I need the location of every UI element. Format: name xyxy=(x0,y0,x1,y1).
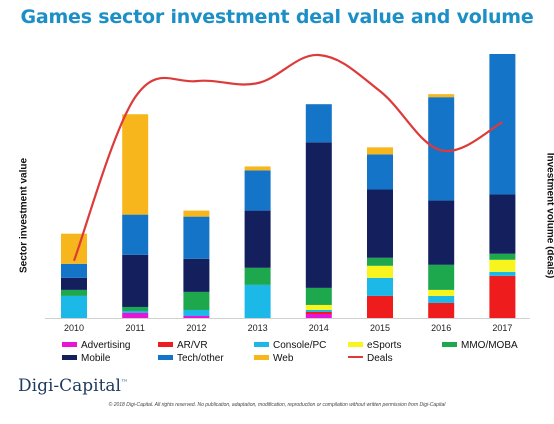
bar-console-pc-2012 xyxy=(183,309,210,316)
legend-swatch-ar-vr xyxy=(158,341,173,347)
bar-mobile-2014 xyxy=(305,142,332,288)
bar-tech-other-2017 xyxy=(489,54,516,195)
bar-tech-other-2014 xyxy=(305,104,332,143)
bar-mmo-moba-2013 xyxy=(244,267,271,285)
legend-swatch-advertising xyxy=(62,341,77,347)
x-tick-label-2016: 2016 xyxy=(431,323,451,333)
bar-mobile-2011 xyxy=(122,254,149,307)
logo-text: Digi-Capital xyxy=(18,376,121,396)
bar-ar-vr-2017 xyxy=(489,275,516,318)
legend-label-tech-other: Tech/other xyxy=(177,353,224,364)
bar-tech-other-2012 xyxy=(183,216,210,259)
bar-tech-other-2013 xyxy=(244,170,271,211)
bar-tech-other-2016 xyxy=(428,97,455,201)
deals-line xyxy=(72,53,503,262)
legend-swatch-console-pc xyxy=(254,341,269,347)
legend-item-mobile: Mobile xyxy=(62,353,110,365)
x-tick-label-2010: 2010 xyxy=(64,323,84,333)
legend-label-web: Web xyxy=(273,353,294,364)
bar-console-pc-2010 xyxy=(61,295,87,318)
bar-mmo-moba-2014 xyxy=(305,287,332,305)
legend-label-console-pc: Console/PC xyxy=(273,340,327,351)
bar-web-2016 xyxy=(428,94,455,98)
bar-web-2013 xyxy=(244,166,271,171)
legend-label-mmo-moba: MMO/MOBA xyxy=(461,340,518,351)
bar-mmo-moba-2010 xyxy=(61,289,87,296)
bar-esports-2016 xyxy=(428,289,455,296)
x-tick-label-2011: 2011 xyxy=(126,323,145,333)
bar-ar-vr-2016 xyxy=(428,302,455,318)
bar-mobile-2013 xyxy=(244,210,271,268)
bar-esports-2017 xyxy=(489,259,516,272)
digi-capital-logo: Digi-Capital™ xyxy=(18,376,128,396)
legend-label-mobile: Mobile xyxy=(81,353,111,364)
chart-svg: 2010 2011 2012 2013 2014 2015 2016 2017 xyxy=(45,53,530,333)
bar-mmo-moba-2016 xyxy=(428,264,455,290)
bar-mobile-2010 xyxy=(61,277,87,290)
legend-item-web: Web xyxy=(254,353,293,365)
bar-console-pc-2015 xyxy=(367,277,393,296)
x-tick-label-2015: 2015 xyxy=(370,323,390,333)
legend-swatch-web xyxy=(254,354,269,360)
legend-item-mmo-moba: MMO/MOBA xyxy=(442,340,518,352)
bar-ar-vr-2014 xyxy=(305,311,332,314)
bar-ar-vr-2015 xyxy=(367,295,393,318)
bar-console-pc-2014 xyxy=(305,309,332,312)
logo-trademark: ™ xyxy=(121,378,128,387)
legend-label-esports: eSports xyxy=(367,340,402,351)
bar-advertising-2011 xyxy=(122,312,149,318)
legend-item-ar-vr: AR/VR xyxy=(158,340,208,352)
bar-mmo-moba-2011 xyxy=(122,306,149,311)
x-tick-label-2013: 2013 xyxy=(248,323,268,333)
bar-mmo-moba-2017 xyxy=(489,253,516,260)
legend-swatch-mobile xyxy=(62,354,77,360)
bar-advertising-2012 xyxy=(183,315,210,318)
bar-console-pc-2016 xyxy=(428,295,455,303)
legend-item-deals: Deals xyxy=(348,353,393,365)
bar-mmo-moba-2012 xyxy=(183,291,210,310)
bar-web-2015 xyxy=(367,147,393,155)
legend-item-advertising: Advertising xyxy=(62,340,130,352)
bar-mobile-2017 xyxy=(489,194,516,254)
bar-esports-2014 xyxy=(305,304,332,310)
bar-web-2011 xyxy=(122,114,149,215)
bar-mmo-moba-2015 xyxy=(367,257,393,266)
bar-web-2012 xyxy=(183,210,210,217)
bar-console-pc-2013 xyxy=(244,284,271,318)
legend-item-tech-other: Tech/other xyxy=(158,353,224,365)
copyright-notice: © 2018 Digi-Capital. All rights reserved… xyxy=(108,402,446,408)
legend-swatch-tech-other xyxy=(158,354,173,360)
x-tick-label-2012: 2012 xyxy=(186,323,206,333)
legend-item-esports: eSports xyxy=(348,340,401,352)
legend-item-console-pc: Console/PC xyxy=(254,340,326,352)
bar-mobile-2016 xyxy=(428,200,455,265)
legend-swatch-esports xyxy=(348,341,363,347)
legend-swatch-deals xyxy=(348,356,363,359)
legend-swatch-mmo-moba xyxy=(442,341,457,347)
bar-esports-2015 xyxy=(367,265,393,278)
chart-title: Games sector investment deal value and v… xyxy=(20,6,534,28)
bar-mobile-2012 xyxy=(183,258,210,292)
legend-label-ar-vr: AR/VR xyxy=(177,340,208,351)
legend-label-advertising: Advertising xyxy=(81,340,131,351)
bar-tech-other-2010 xyxy=(61,263,87,278)
bar-tech-other-2015 xyxy=(367,154,393,190)
bar-console-pc-2017 xyxy=(489,271,516,276)
x-tick-label-2014: 2014 xyxy=(309,323,329,333)
bar-advertising-2014 xyxy=(305,313,332,318)
legend-label-deals: Deals xyxy=(367,353,393,364)
bar-mobile-2015 xyxy=(367,189,393,258)
bar-tech-other-2011 xyxy=(122,214,149,255)
x-tick-label-2017: 2017 xyxy=(492,323,512,333)
bar-console-pc-2011 xyxy=(122,310,149,313)
